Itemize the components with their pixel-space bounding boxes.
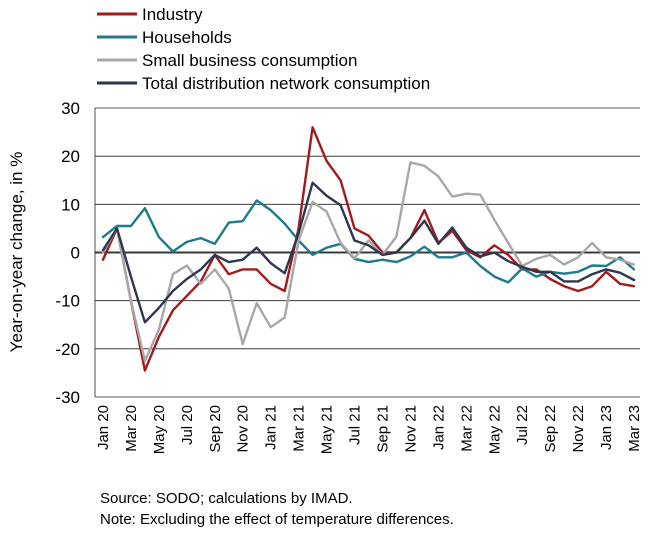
x-tick-label: Mar 22: [458, 405, 475, 452]
y-tick-label: 0: [71, 244, 80, 263]
x-tick-label: Sep 21: [374, 405, 391, 453]
x-tick-label: Mar 23: [626, 405, 643, 452]
x-axis: Jan 20 Mar 20 May 20 Jul 20 Sep 20 Nov 20 Jan …: [95, 405, 643, 454]
x-tick-label: Nov 20: [235, 405, 252, 453]
legend-label: Total distribution network consumption: [142, 74, 430, 93]
x-tick-label: Mar 20: [123, 405, 140, 452]
y-tick-label: -20: [55, 340, 80, 359]
plot-series: [101, 126, 636, 372]
x-tick-label: Nov 22: [570, 405, 587, 453]
x-tick-label: Mar 21: [291, 405, 308, 452]
legend: Industry Households Small business consump…: [97, 5, 430, 93]
source-note: Source: SODO; calculations by IMAD.: [100, 490, 353, 507]
legend-label: Households: [142, 28, 232, 47]
x-tick-label: Jul 21: [347, 405, 364, 445]
x-tick-label: Jul 20: [179, 405, 196, 445]
series-line-1: [101, 199, 636, 284]
legend-label: Small business consumption: [142, 51, 357, 70]
x-tick-label: Nov 21: [402, 405, 419, 453]
x-tick-label: Jan 22: [430, 405, 447, 450]
x-tick-label: Jan 20: [95, 405, 112, 450]
series-line-2: [101, 161, 636, 363]
x-tick-label: Sep 22: [542, 405, 559, 453]
x-tick-label: May 21: [319, 405, 336, 454]
legend-label: Industry: [142, 5, 203, 24]
footnotes: Source: SODO; calculations by IMAD. Note…: [100, 488, 454, 530]
y-tick-label: 30: [61, 99, 80, 118]
x-tick-label: Sep 20: [207, 405, 224, 453]
temperature-note: Note: Excluding the effect of temperatur…: [100, 511, 454, 528]
y-tick-label: 20: [61, 147, 80, 166]
x-tick-label: May 22: [486, 405, 503, 454]
x-tick-label: Jan 23: [598, 405, 615, 450]
x-tick-label: May 20: [151, 405, 168, 454]
series-line-0: [101, 126, 636, 372]
x-tick-label: Jan 21: [263, 405, 280, 450]
gridlines: [95, 107, 640, 398]
x-tick-label: Jul 22: [514, 405, 531, 445]
series-line-3: [101, 181, 636, 324]
y-axis-label: Year-on-year change, in %: [7, 152, 26, 353]
y-tick-label: -30: [55, 388, 80, 407]
y-tick-label: -10: [55, 292, 80, 311]
y-tick-label: 10: [61, 195, 80, 214]
y-axis: -30 -20 -10 0 10 20 30: [55, 99, 96, 407]
